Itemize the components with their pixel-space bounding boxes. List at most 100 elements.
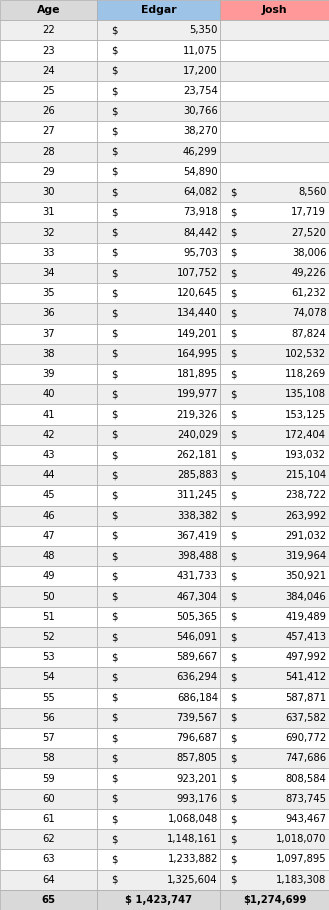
Bar [220,101,329,121]
Bar [97,303,220,324]
Bar [0,870,97,890]
Text: 52: 52 [42,632,55,642]
Bar [220,708,329,728]
Bar [0,40,97,61]
Text: 311,245: 311,245 [177,490,218,500]
Text: 27,520: 27,520 [291,228,326,238]
Text: $: $ [230,652,237,662]
Text: 1,097,895: 1,097,895 [276,854,326,864]
Text: $: $ [230,834,237,844]
Text: $: $ [111,349,117,359]
Bar [0,20,97,40]
Text: 1,148,161: 1,148,161 [167,834,218,844]
Text: 46: 46 [42,511,55,521]
Text: 40: 40 [42,389,55,399]
Text: $: $ [111,126,117,136]
Text: 87,824: 87,824 [292,329,326,339]
Text: Edgar: Edgar [141,5,177,15]
Bar [0,586,97,607]
Bar [97,607,220,627]
Bar [0,263,97,283]
Bar [97,222,220,243]
Text: 61,232: 61,232 [291,288,326,298]
Text: $: $ [230,854,237,864]
Text: 943,467: 943,467 [285,814,326,824]
Text: 384,046: 384,046 [286,592,326,602]
Bar [220,506,329,526]
Text: 38,006: 38,006 [292,248,326,258]
Bar [220,829,329,849]
Bar [0,324,97,344]
Bar [220,789,329,809]
Bar [220,243,329,263]
Bar [0,303,97,324]
Text: 808,584: 808,584 [286,774,326,784]
Bar [0,243,97,263]
Bar [0,182,97,202]
Text: 172,404: 172,404 [285,430,326,440]
Text: 26: 26 [42,106,55,116]
Bar [97,829,220,849]
Text: $: $ [230,490,237,500]
Text: 102,532: 102,532 [285,349,326,359]
Bar [0,364,97,384]
Text: 263,992: 263,992 [285,511,326,521]
Text: $: $ [111,551,117,561]
Text: 1,325,604: 1,325,604 [167,875,218,885]
Text: 1,018,070: 1,018,070 [276,834,326,844]
Bar [220,485,329,506]
Bar [0,829,97,849]
Text: 690,772: 690,772 [285,733,326,743]
Text: $: $ [111,308,117,318]
Text: 120,645: 120,645 [177,288,218,298]
Text: 47: 47 [42,531,55,541]
Bar [220,586,329,607]
Bar [97,688,220,708]
Text: $: $ [230,511,237,521]
Bar [97,0,220,20]
Text: 84,442: 84,442 [183,228,218,238]
Text: 367,419: 367,419 [177,531,218,541]
Text: 17,719: 17,719 [291,207,326,217]
Text: $: $ [111,369,117,379]
Text: $: $ [230,470,237,480]
Bar [220,364,329,384]
Text: $: $ [230,753,237,763]
Bar [97,728,220,748]
Text: $: $ [230,228,237,238]
Bar [220,222,329,243]
Text: 8,560: 8,560 [298,187,326,197]
Text: $: $ [111,875,117,885]
Text: $: $ [230,875,237,885]
Text: $: $ [230,713,237,723]
Bar [97,81,220,101]
Text: 546,091: 546,091 [177,632,218,642]
Text: $: $ [230,389,237,399]
Text: 45: 45 [42,490,55,500]
Text: 95,703: 95,703 [183,248,218,258]
Bar [97,61,220,81]
Text: 1,233,882: 1,233,882 [167,854,218,864]
Bar [97,404,220,425]
Text: $: $ [230,733,237,743]
Bar [220,182,329,202]
Bar [220,647,329,667]
Bar [0,101,97,121]
Bar [220,0,329,20]
Text: $: $ [111,106,117,116]
Text: $: $ [111,450,117,460]
Text: Josh: Josh [262,5,288,15]
Text: $: $ [230,774,237,784]
Bar [97,485,220,506]
Bar [0,647,97,667]
Bar [220,202,329,222]
Text: $: $ [111,814,117,824]
Text: 38,270: 38,270 [183,126,218,136]
Text: 29: 29 [42,167,55,177]
Bar [0,526,97,546]
Text: 28: 28 [42,147,55,157]
Text: 350,921: 350,921 [285,571,326,581]
Bar [0,506,97,526]
Text: $: $ [111,228,117,238]
Text: $: $ [230,693,237,703]
